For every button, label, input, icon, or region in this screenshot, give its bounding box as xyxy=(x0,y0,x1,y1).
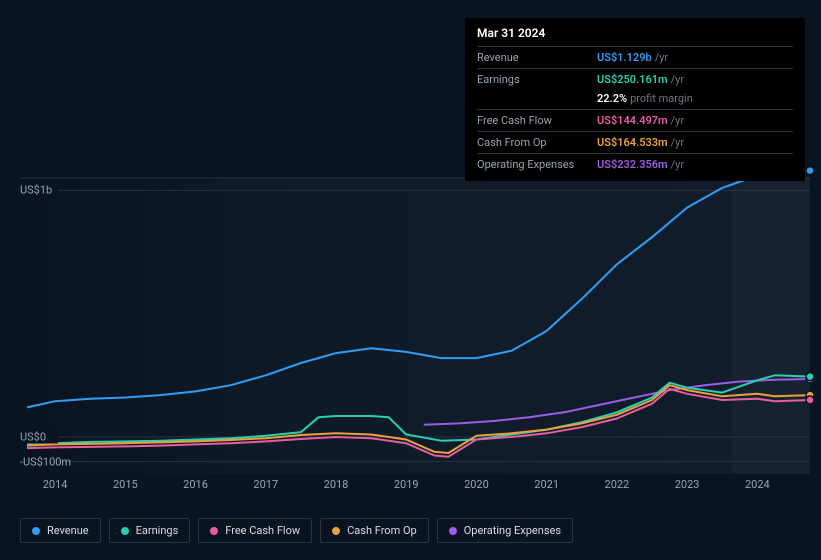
chart-svg xyxy=(20,178,810,474)
tooltip-label: Free Cash Flow xyxy=(477,114,597,127)
tooltip-label: Revenue xyxy=(477,51,597,64)
x-axis-label: 2022 xyxy=(605,478,630,491)
tooltip-row: Operating ExpensesUS$232.356m/yr xyxy=(477,153,793,175)
legend-dot-icon xyxy=(32,527,40,535)
y-axis-label: US$1b xyxy=(20,184,58,197)
legend: Revenue Earnings Free Cash Flow Cash From O… xyxy=(20,518,573,543)
x-axis-label: 2016 xyxy=(183,478,208,491)
tooltip-value: US$250.161m xyxy=(597,73,668,86)
legend-label: Revenue xyxy=(47,524,89,537)
tooltip-unit: /yr xyxy=(671,73,684,86)
x-axis-label: 2014 xyxy=(43,478,68,491)
x-axis-label: 2021 xyxy=(534,478,559,491)
x-axis-label: 2017 xyxy=(253,478,278,491)
financials-chart: US$1b US$0 -US$100m 2014 2015 2016 2017 2018 20… xyxy=(20,160,810,490)
x-axis-label: 2019 xyxy=(394,478,419,491)
series-end-dot xyxy=(806,373,814,381)
x-axis-label: 2015 xyxy=(113,478,138,491)
legend-dot-icon xyxy=(210,527,218,535)
legend-dot-icon xyxy=(121,527,129,535)
y-axis-label: US$0 xyxy=(20,431,58,444)
tooltip-value-cell: US$144.497m/yr xyxy=(597,114,793,127)
tooltip-value: US$164.533m xyxy=(597,136,668,149)
legend-label: Cash From Op xyxy=(347,524,417,537)
series-end-dot xyxy=(806,167,814,175)
y-axis-label: -US$100m xyxy=(20,455,58,468)
legend-dot-icon xyxy=(449,527,457,535)
legend-item-opex[interactable]: Operating Expenses xyxy=(437,518,573,543)
legend-label: Free Cash Flow xyxy=(225,524,300,537)
x-axis-label: 2020 xyxy=(464,478,489,491)
tooltip-value: US$1.129b xyxy=(597,51,652,64)
series-fcf xyxy=(27,389,810,457)
chart-tooltip: Mar 31 2024 RevenueUS$1.129b/yrEarningsU… xyxy=(465,18,805,181)
tooltip-label: Cash From Op xyxy=(477,136,597,149)
legend-label: Operating Expenses xyxy=(464,524,561,537)
x-axis-label: 2024 xyxy=(745,478,770,491)
tooltip-unit: /yr xyxy=(671,158,684,171)
x-axis-label: 2018 xyxy=(324,478,349,491)
tooltip-value: US$144.497m xyxy=(597,114,668,127)
legend-label: Earnings xyxy=(136,524,179,537)
tooltip-unit: /yr xyxy=(655,51,668,64)
tooltip-row: RevenueUS$1.129b/yr xyxy=(477,46,793,68)
tooltip-value: US$232.356m xyxy=(597,158,668,171)
tooltip-label: Operating Expenses xyxy=(477,158,597,171)
legend-item-earnings[interactable]: Earnings xyxy=(109,518,191,543)
series-end-dot xyxy=(806,396,814,404)
tooltip-label: Earnings xyxy=(477,73,597,86)
tooltip-value-cell: US$232.356m/yr xyxy=(597,158,793,171)
legend-item-revenue[interactable]: Revenue xyxy=(20,518,101,543)
tooltip-row: Free Cash FlowUS$144.497m/yr xyxy=(477,109,793,131)
legend-item-fcf[interactable]: Free Cash Flow xyxy=(198,518,312,543)
tooltip-row: EarningsUS$250.161m/yr xyxy=(477,68,793,90)
legend-item-cfo[interactable]: Cash From Op xyxy=(320,518,429,543)
tooltip-value-cell: US$1.129b/yr xyxy=(597,51,793,64)
series-earnings xyxy=(27,375,810,444)
tooltip-row: Cash From OpUS$164.533m/yr xyxy=(477,131,793,153)
series-revenue xyxy=(27,171,810,408)
tooltip-date: Mar 31 2024 xyxy=(477,26,793,46)
tooltip-unit: /yr xyxy=(671,114,684,127)
tooltip-value-cell: US$164.533m/yr xyxy=(597,136,793,149)
tooltip-unit: /yr xyxy=(671,136,684,149)
x-axis-label: 2023 xyxy=(675,478,700,491)
legend-dot-icon xyxy=(332,527,340,535)
tooltip-subline: 22.2%profit margin xyxy=(477,90,793,109)
tooltip-value-cell: US$250.161m/yr xyxy=(597,73,793,86)
